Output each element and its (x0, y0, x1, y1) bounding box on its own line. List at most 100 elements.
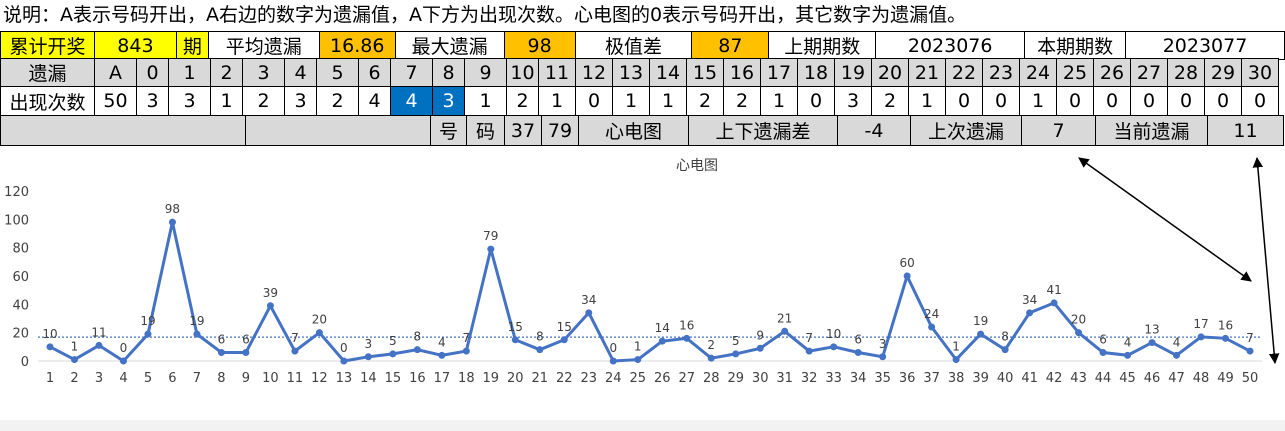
data-label: 24 (924, 307, 939, 321)
y-tick-label: 40 (12, 298, 29, 313)
count-cell: 50 (94, 86, 137, 116)
count-cell: 3 (168, 86, 211, 116)
data-label: 7 (291, 331, 299, 345)
x-tick-label: 31 (776, 371, 793, 386)
omission-col-header: 5 (316, 58, 359, 87)
data-point (1099, 349, 1107, 356)
data-label: 6 (218, 333, 226, 347)
data-point (609, 357, 617, 365)
data-point (1026, 309, 1034, 317)
cur-period-label: 本期期数 (1024, 31, 1127, 60)
data-label: 8 (1001, 330, 1009, 344)
count-cell: 2 (316, 86, 359, 116)
data-label: 98 (165, 202, 180, 216)
x-tick-label: 49 (1217, 371, 1234, 386)
omission-col-header: 18 (797, 58, 835, 87)
omission-col-header: 20 (871, 58, 909, 87)
count-cell: 3 (834, 86, 872, 116)
count-cell: 4 (358, 86, 391, 116)
data-point (585, 309, 593, 317)
x-tick-label: 18 (458, 371, 475, 386)
omission-diff-label: 上下遗漏差 (688, 115, 838, 146)
data-label: 0 (340, 341, 348, 355)
ma-label: 码 (466, 115, 505, 146)
data-label: 34 (581, 293, 596, 307)
range-label: 极值差 (574, 31, 693, 60)
count-cell: 1 (908, 86, 946, 116)
data-label: 21 (777, 311, 792, 325)
x-tick-label: 6 (168, 371, 176, 386)
x-tick-label: 36 (899, 371, 916, 386)
y-tick-label: 20 (12, 327, 29, 342)
data-label: 0 (120, 341, 128, 355)
data-point (119, 357, 127, 365)
chart-title: 心电图 (676, 158, 718, 174)
total-draws-label: 累计开奖 (0, 31, 95, 60)
omission-row-label: 遗漏 (0, 58, 95, 87)
data-point (1197, 333, 1205, 341)
count-cell: 0 (1093, 86, 1131, 116)
data-label: 5 (389, 334, 397, 348)
current-omission-value: 11 (1207, 115, 1284, 146)
data-label: 19 (140, 314, 155, 328)
count-cell: 2 (242, 86, 285, 116)
omission-col-header: 4 (284, 58, 317, 87)
x-tick-label: 23 (581, 371, 598, 386)
omission-col-header: 0 (136, 58, 169, 87)
x-tick-label: 5 (144, 371, 152, 386)
count-cell: 2 (686, 86, 724, 116)
data-point (1222, 334, 1230, 342)
x-tick-label: 39 (972, 371, 989, 386)
data-point (70, 356, 78, 364)
x-tick-label: 28 (703, 371, 720, 386)
data-label: 15 (557, 320, 572, 334)
count-cell: 0 (1241, 86, 1279, 116)
data-label: 10 (826, 327, 841, 341)
data-label: 7 (1246, 331, 1254, 345)
last-omission-value: 7 (1021, 115, 1096, 146)
data-label: 79 (483, 229, 498, 243)
x-tick-label: 30 (752, 371, 769, 386)
omission-col-header: 7 (390, 58, 433, 87)
data-point (511, 336, 519, 344)
omission-col-header: 26 (1093, 58, 1131, 87)
x-tick-label: 43 (1070, 371, 1087, 386)
count-cell: 0 (982, 86, 1020, 116)
omission-col-header: 21 (908, 58, 946, 87)
data-label: 7 (805, 331, 813, 345)
x-tick-label: 26 (654, 371, 671, 386)
x-tick-label: 1 (46, 371, 54, 386)
count-cell: 1 (649, 86, 687, 116)
omission-col-header: 22 (945, 58, 983, 87)
omission-header-row: 遗漏 A 0 1 2 3 4 5 6 7 8 9 10 11 12 13 14 15 16 17 18 19 20 21 22 2… (0, 58, 1279, 87)
data-point (46, 343, 54, 351)
x-tick-label: 32 (801, 371, 818, 386)
data-label: 16 (679, 318, 694, 332)
omission-col-header: 1 (168, 58, 211, 87)
omission-col-header: 14 (649, 58, 687, 87)
data-label: 19 (973, 314, 988, 328)
data-label: 5 (732, 334, 740, 348)
omission-col-header: 29 (1204, 58, 1242, 87)
x-tick-label: 15 (385, 371, 402, 386)
omission-col-header: 19 (834, 58, 872, 87)
chart-area (0, 146, 1285, 420)
annotation-arrow-vertical (1252, 156, 1280, 365)
omission-col-header: 25 (1056, 58, 1094, 87)
omission-col-header: 16 (723, 58, 761, 87)
x-tick-label: 42 (1046, 371, 1063, 386)
data-label: 4 (1124, 335, 1132, 349)
count-cell: 1 (210, 86, 243, 116)
x-tick-label: 38 (948, 371, 965, 386)
data-label: 0 (609, 341, 617, 355)
data-point (977, 330, 985, 338)
data-point (266, 302, 274, 310)
count-cell: 0 (1204, 86, 1242, 116)
prev-period-label: 上期期数 (768, 31, 877, 60)
ecg-label: 心电图 (578, 115, 689, 146)
x-tick-label: 47 (1168, 371, 1185, 386)
data-point (315, 329, 323, 337)
data-point (928, 323, 936, 331)
data-label: 6 (242, 333, 250, 347)
